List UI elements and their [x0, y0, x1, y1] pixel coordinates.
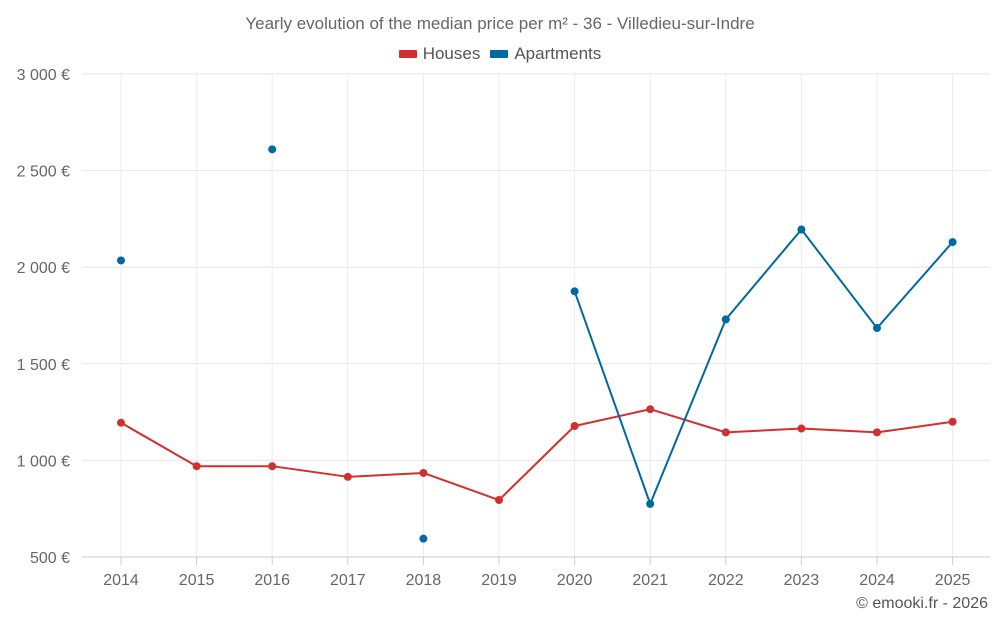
- x-tick-label: 2019: [481, 572, 517, 589]
- data-point-houses: [646, 405, 655, 414]
- data-point-houses: [570, 422, 579, 431]
- x-tick-label: 2021: [632, 572, 668, 589]
- y-tick-label: 2 000 €: [17, 260, 70, 277]
- data-point-houses: [117, 418, 125, 427]
- chart-title: Yearly evolution of the median price per…: [245, 14, 755, 33]
- legend-item-apartments[interactable]: Apartments: [490, 44, 601, 64]
- series-line-apartments: [573, 228, 954, 505]
- data-point-houses: [948, 417, 957, 426]
- data-point-houses: [419, 468, 428, 477]
- data-point-houses: [343, 472, 352, 481]
- x-tick-label: 2023: [784, 572, 820, 589]
- y-tick-label: 1 500 €: [17, 357, 70, 374]
- legend: Houses Apartments: [0, 44, 1000, 64]
- legend-label-houses: Houses: [422, 44, 481, 63]
- x-tick-label: 2025: [935, 572, 971, 589]
- legend-swatch-houses: [398, 50, 417, 58]
- legend-item-houses[interactable]: Houses: [398, 44, 481, 64]
- legend-swatch-apartments: [490, 50, 509, 58]
- data-point-houses: [192, 462, 201, 471]
- x-tick-label: 2014: [103, 572, 139, 589]
- data-point-apartments: [721, 315, 730, 324]
- x-tick-label: 2018: [406, 572, 442, 589]
- data-point-houses: [495, 496, 503, 505]
- y-tick-label: 1 000 €: [17, 453, 70, 470]
- copyright-credit: © emooki.fr - 2026: [856, 595, 988, 612]
- data-point-houses: [797, 424, 806, 433]
- y-tick-label: 500 €: [30, 550, 70, 567]
- x-tick-label: 2020: [557, 572, 593, 589]
- data-point-apartments: [948, 238, 957, 247]
- legend-label-apartments: Apartments: [514, 44, 602, 63]
- axis-layer: 3 000 € 2 500 € 2 000 € 1 500 € 1 000 € 500 €…: [17, 67, 990, 589]
- data-point-apartments: [419, 534, 428, 543]
- y-tick-label: 3 000 €: [17, 67, 70, 84]
- data-point-houses: [268, 462, 277, 471]
- data-point-houses: [873, 428, 881, 437]
- x-tick-label: 2015: [179, 572, 215, 589]
- series-layer: [117, 145, 957, 543]
- x-tick-label: 2024: [859, 572, 895, 589]
- series-line-houses: [120, 408, 953, 502]
- grid-layer: [82, 73, 990, 558]
- data-point-houses: [721, 428, 730, 437]
- data-point-apartments: [268, 145, 277, 154]
- data-point-apartments: [570, 287, 579, 296]
- y-tick-label: 2 500 €: [17, 164, 70, 181]
- data-point-apartments: [873, 324, 881, 333]
- data-point-apartments: [117, 256, 125, 265]
- x-tick-label: 2017: [330, 572, 366, 589]
- x-tick-label: 2016: [254, 572, 290, 589]
- data-point-apartments: [646, 499, 655, 508]
- x-tick-label: 2022: [708, 572, 744, 589]
- data-point-apartments: [797, 225, 806, 234]
